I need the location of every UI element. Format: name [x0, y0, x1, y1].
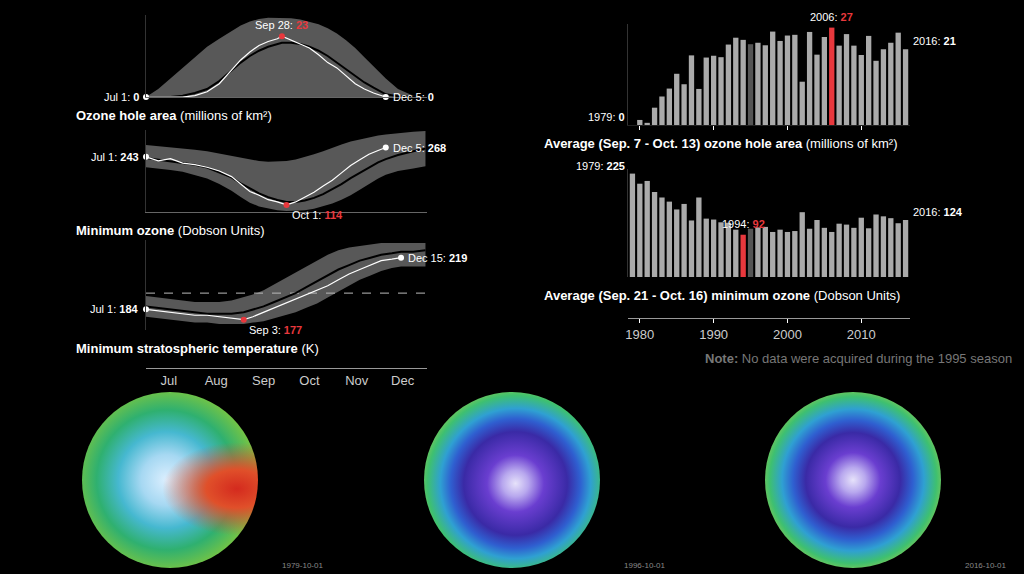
- svg-text:Oct 1: 114: Oct 1: 114: [292, 209, 343, 221]
- svg-text:Sep 3: 177: Sep 3: 177: [249, 324, 302, 336]
- svg-text:1980: 1980: [625, 327, 654, 342]
- svg-text:Jul 1: 184: Jul 1: 184: [90, 303, 139, 315]
- svg-text:Note: No data were acquired du: Note: No data were acquired during the 1…: [705, 351, 1012, 366]
- svg-text:1994: 92: 1994: 92: [722, 218, 765, 230]
- svg-text:2006: 27: 2006: 27: [810, 11, 853, 23]
- svg-text:Jul: Jul: [161, 373, 178, 388]
- svg-text:Nov: Nov: [345, 373, 369, 388]
- svg-text:1979: 225: 1979: 225: [576, 160, 625, 172]
- svg-text:1990: 1990: [699, 327, 728, 342]
- svg-text:Dec: Dec: [391, 373, 415, 388]
- svg-text:Dec 15: 219: Dec 15: 219: [408, 252, 467, 264]
- html-text:1979-10-01: 1979-10-01: [282, 561, 323, 570]
- svg-text:Aug: Aug: [205, 373, 228, 388]
- svg-text:Jul 1: 243: Jul 1: 243: [91, 151, 139, 163]
- svg-text:Ozone hole area (millions of k: Ozone hole area (millions of km²): [76, 108, 272, 123]
- html-text:1996-10-01: 1996-10-01: [624, 561, 665, 570]
- svg-text:2000: 2000: [773, 327, 802, 342]
- html-text:2016-10-01: 2016-10-01: [965, 561, 1006, 570]
- svg-text:1979: 0: 1979: 0: [588, 111, 625, 123]
- svg-text:Average (Sep. 7 - Oct. 13) ozo: Average (Sep. 7 - Oct. 13) ozone hole ar…: [544, 136, 898, 151]
- svg-text:Average (Sep. 21 - Oct. 16) mi: Average (Sep. 21 - Oct. 16) minimum ozon…: [544, 288, 900, 303]
- svg-text:Jul 1: 0: Jul 1: 0: [104, 91, 139, 103]
- svg-text:Dec 5: 0: Dec 5: 0: [393, 91, 434, 103]
- svg-text:Minimum ozone (Dobson Units): Minimum ozone (Dobson Units): [76, 223, 265, 238]
- svg-text:2010: 2010: [847, 327, 876, 342]
- svg-text:Sep: Sep: [252, 373, 275, 388]
- svg-text:Dec 5: 268: Dec 5: 268: [393, 142, 446, 154]
- svg-text:Minimum stratospheric temperat: Minimum stratospheric temperature (K): [76, 341, 319, 356]
- svg-text:2016: 124: 2016: 124: [913, 206, 963, 218]
- svg-text:Sep 28: 23: Sep 28: 23: [255, 19, 308, 31]
- svg-text:Oct: Oct: [299, 373, 320, 388]
- svg-text:2016: 21: 2016: 21: [913, 35, 956, 47]
